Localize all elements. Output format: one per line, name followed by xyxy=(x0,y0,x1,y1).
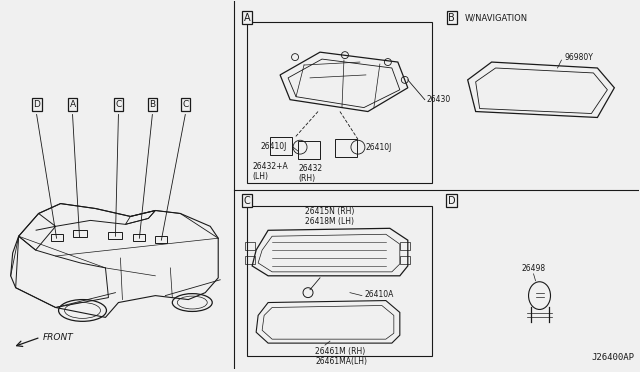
Bar xyxy=(51,234,63,241)
Text: 26410J: 26410J xyxy=(366,143,392,152)
Bar xyxy=(156,236,167,243)
Bar xyxy=(298,141,320,159)
Text: 26432+A
(LH): 26432+A (LH) xyxy=(252,162,288,182)
Bar xyxy=(245,242,255,250)
Text: A: A xyxy=(70,100,76,109)
Bar xyxy=(335,139,357,157)
Text: J26400AP: J26400AP xyxy=(591,353,634,362)
Bar xyxy=(247,206,432,356)
Bar xyxy=(400,256,410,264)
Text: 26430: 26430 xyxy=(427,95,451,104)
Bar xyxy=(270,137,292,155)
Text: 26410J: 26410J xyxy=(260,142,287,151)
Text: 26432
(RH): 26432 (RH) xyxy=(298,164,322,183)
Bar xyxy=(72,230,86,237)
Text: W/NAVIGATION: W/NAVIGATION xyxy=(465,13,528,22)
Bar xyxy=(133,234,145,241)
Text: C: C xyxy=(182,100,188,109)
Text: B: B xyxy=(449,13,455,23)
Bar xyxy=(245,256,255,264)
Bar xyxy=(247,22,432,183)
Text: 26415N (RH)
26418M (LH): 26415N (RH) 26418M (LH) xyxy=(305,206,355,226)
Text: C: C xyxy=(244,196,250,206)
Text: 26461M (RH)
26461MA(LH): 26461M (RH) 26461MA(LH) xyxy=(315,347,367,366)
Text: D: D xyxy=(448,196,456,206)
Bar xyxy=(108,232,122,239)
Text: 96980Y: 96980Y xyxy=(564,52,593,62)
Text: 26498: 26498 xyxy=(522,264,545,273)
Text: A: A xyxy=(244,13,250,23)
Text: B: B xyxy=(149,100,156,109)
Bar xyxy=(400,242,410,250)
Text: C: C xyxy=(115,100,122,109)
Text: FRONT: FRONT xyxy=(43,333,74,341)
Text: D: D xyxy=(33,100,40,109)
Text: 26410A: 26410A xyxy=(365,290,394,299)
